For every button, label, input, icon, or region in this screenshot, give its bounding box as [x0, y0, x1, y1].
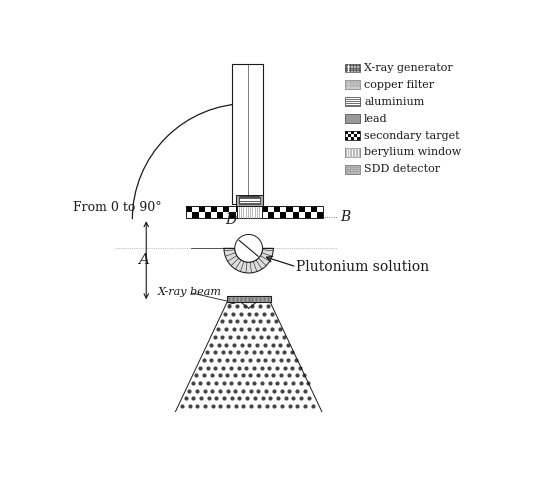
Bar [236, 212, 237, 218]
Bar [274, 212, 280, 218]
Bar [348, 134, 351, 138]
Bar [317, 212, 323, 218]
Bar [348, 138, 351, 140]
Bar [354, 134, 357, 138]
Bar [286, 206, 293, 212]
Text: lead: lead [364, 114, 388, 124]
Bar [205, 206, 211, 212]
Bar [262, 206, 268, 212]
Bar [186, 206, 192, 212]
Text: A: A [138, 253, 149, 267]
Bar [286, 212, 293, 218]
Bar [199, 212, 205, 218]
Bar [351, 138, 354, 140]
Bar [268, 206, 274, 212]
Bar [345, 80, 361, 89]
Text: secondary target: secondary target [364, 130, 460, 141]
Bar [236, 206, 237, 212]
Circle shape [235, 235, 262, 262]
Bar [192, 212, 199, 218]
Polygon shape [224, 248, 273, 273]
Bar [223, 212, 229, 218]
Bar [317, 206, 323, 212]
Text: SDD detector: SDD detector [364, 164, 440, 174]
Bar [280, 206, 286, 212]
Bar [345, 148, 361, 157]
Bar [199, 206, 205, 212]
Bar [348, 131, 351, 134]
Bar [217, 212, 223, 218]
Bar [351, 134, 354, 138]
Bar [229, 206, 236, 212]
Bar [262, 206, 323, 218]
Bar [345, 131, 361, 140]
Text: D: D [225, 213, 236, 227]
Bar [274, 206, 280, 212]
Bar [357, 131, 361, 134]
Text: aluminium: aluminium [364, 97, 425, 107]
Bar [305, 206, 311, 212]
Bar [345, 98, 361, 106]
Bar [262, 212, 268, 218]
Text: X-ray beam: X-ray beam [158, 287, 222, 297]
Bar [345, 131, 348, 134]
Bar [232, 64, 263, 204]
Bar [357, 134, 361, 138]
Bar [299, 206, 305, 212]
Bar [345, 64, 361, 72]
Bar [238, 197, 260, 205]
Bar [311, 212, 317, 218]
Bar [299, 212, 305, 218]
Bar [345, 114, 361, 123]
Bar [237, 206, 262, 218]
Bar [268, 212, 274, 218]
Bar [211, 206, 217, 212]
Text: Plutonium solution: Plutonium solution [296, 260, 430, 274]
Text: B: B [340, 210, 351, 224]
Bar [211, 212, 217, 218]
Bar [236, 195, 262, 206]
Bar [186, 206, 237, 218]
Bar [192, 206, 199, 212]
Bar [205, 212, 211, 218]
Bar [305, 212, 311, 218]
Bar [217, 206, 223, 212]
Bar [186, 212, 192, 218]
Bar [229, 212, 236, 218]
Bar [293, 206, 299, 212]
Bar [293, 212, 299, 218]
Bar [351, 131, 354, 134]
Bar [227, 296, 271, 302]
Text: copper filter: copper filter [364, 80, 434, 90]
Text: From 0 to 90°: From 0 to 90° [73, 201, 162, 214]
Text: berylium window: berylium window [364, 147, 462, 157]
Bar [345, 138, 348, 140]
Bar [345, 134, 348, 138]
Bar [354, 138, 357, 140]
Bar [223, 206, 229, 212]
Bar [311, 206, 317, 212]
Bar [345, 165, 361, 174]
Bar [354, 131, 357, 134]
Bar [357, 138, 361, 140]
Text: X-ray generator: X-ray generator [364, 63, 453, 73]
Bar [280, 212, 286, 218]
